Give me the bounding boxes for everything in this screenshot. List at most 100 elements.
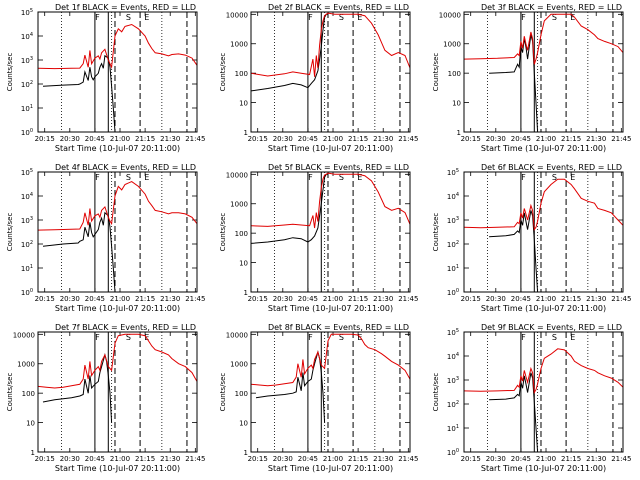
marker-label-s: S bbox=[552, 13, 557, 22]
series-line-lld bbox=[251, 172, 410, 229]
y-tick-label: 100 bbox=[235, 70, 248, 78]
marker-label-s: S bbox=[339, 13, 344, 22]
y-tick-label: 1000 bbox=[230, 201, 248, 209]
series-line-lld bbox=[38, 333, 197, 389]
series-line-lld bbox=[38, 23, 197, 70]
y-axis-label: Counts/sec bbox=[432, 53, 440, 92]
marker-label-f: F bbox=[521, 13, 526, 22]
series-group bbox=[464, 13, 623, 132]
x-axis-label: Start Time (10-Jul-07 20:11:00) bbox=[55, 304, 180, 313]
marker-label-f: F bbox=[95, 333, 100, 342]
y-axis-label: Counts/sec bbox=[219, 213, 227, 252]
y-tick-exponent: 0 bbox=[30, 128, 33, 134]
marker-label-s: S bbox=[339, 173, 344, 182]
chart-det-3: Det 3f BLACK = Events, RED = LLD Counts/s… bbox=[432, 3, 631, 153]
y-tick-label: 100 bbox=[447, 288, 459, 297]
series-group bbox=[38, 181, 197, 292]
y-tick-exponent: 0 bbox=[456, 448, 459, 454]
x-tick-label: 21:00 bbox=[110, 455, 130, 463]
x-tick-label: 21:15 bbox=[561, 295, 581, 303]
x-tick-label: 20:15 bbox=[35, 455, 55, 463]
y-tick-label: 100 bbox=[21, 128, 33, 137]
x-tick-label: 21:15 bbox=[348, 135, 368, 143]
x-tick-label: 21:30 bbox=[586, 135, 606, 143]
x-tick-label: 21:45 bbox=[185, 455, 205, 463]
x-tick-label: 20:30 bbox=[486, 295, 506, 303]
y-tick-label: 103 bbox=[447, 216, 459, 225]
x-tick-label: 20:45 bbox=[298, 135, 318, 143]
y-tick-label: 103 bbox=[21, 216, 33, 225]
x-tick-label: 21:00 bbox=[323, 295, 343, 303]
series-line-events bbox=[489, 372, 539, 452]
y-tick-exponent: 0 bbox=[30, 288, 33, 294]
x-tick-label: 21:30 bbox=[373, 135, 393, 143]
y-tick-label: 1 bbox=[244, 129, 248, 137]
y-tick-label: 103 bbox=[447, 376, 459, 385]
x-tick-label: 20:15 bbox=[35, 135, 55, 143]
series-line-events bbox=[42, 211, 116, 292]
x-tick-label: 21:45 bbox=[398, 295, 418, 303]
marker-label-e: E bbox=[570, 13, 575, 22]
x-tick-label: 20:30 bbox=[273, 135, 293, 143]
x-axis-label: Start Time (10-Jul-07 20:11:00) bbox=[481, 304, 606, 313]
x-tick-label: 20:15 bbox=[461, 455, 481, 463]
y-tick-label: 1000 bbox=[230, 361, 248, 369]
series-group bbox=[251, 12, 410, 92]
marker-label-s: S bbox=[126, 173, 131, 182]
chart-det-8: Det 8f BLACK = Events, RED = LLD Counts/s… bbox=[219, 323, 418, 473]
x-tick-label: 21:45 bbox=[185, 135, 205, 143]
chart-det-4: Det 4f BLACK = Events, RED = LLD Counts/s… bbox=[6, 163, 205, 313]
marker-label-e: E bbox=[570, 333, 575, 342]
x-tick-label: 21:00 bbox=[323, 135, 343, 143]
x-tick-label: 21:15 bbox=[348, 295, 368, 303]
y-tick-label: 104 bbox=[21, 32, 33, 41]
series-line-events bbox=[251, 173, 328, 244]
x-tick-label: 21:30 bbox=[160, 295, 180, 303]
x-tick-label: 21:00 bbox=[536, 135, 556, 143]
plot-frame bbox=[37, 171, 198, 293]
x-tick-label: 20:15 bbox=[248, 455, 268, 463]
x-tick-label: 20:30 bbox=[273, 295, 293, 303]
series-group bbox=[251, 333, 410, 423]
y-tick-label: 105 bbox=[21, 8, 33, 17]
x-tick-label: 20:45 bbox=[85, 295, 105, 303]
x-tick-label: 20:30 bbox=[60, 135, 80, 143]
x-tick-label: 20:15 bbox=[35, 295, 55, 303]
x-tick-label: 21:45 bbox=[398, 135, 418, 143]
x-tick-label: 21:30 bbox=[373, 455, 393, 463]
x-tick-label: 21:30 bbox=[160, 455, 180, 463]
y-axis-label: Counts/sec bbox=[432, 213, 440, 252]
y-tick-label: 104 bbox=[21, 192, 33, 201]
x-tick-label: 21:45 bbox=[185, 295, 205, 303]
series-line-lld bbox=[251, 12, 410, 77]
y-tick-label: 10000 bbox=[439, 11, 461, 19]
x-tick-label: 21:15 bbox=[135, 135, 155, 143]
y-tick-label: 105 bbox=[21, 168, 33, 177]
series-group bbox=[38, 333, 197, 423]
x-tick-label: 20:30 bbox=[273, 455, 293, 463]
series-line-events bbox=[251, 13, 328, 92]
chart-det-5: Det 5f BLACK = Events, RED = LLD Counts/s… bbox=[219, 163, 418, 313]
series-line-events bbox=[489, 210, 539, 292]
series-group bbox=[464, 178, 623, 292]
series-line-events bbox=[42, 352, 113, 423]
chart-title: Det 6f BLACK = Events, RED = LLD bbox=[481, 163, 622, 172]
y-tick-label: 104 bbox=[447, 192, 459, 201]
chart-title: Det 1f BLACK = Events, RED = LLD bbox=[55, 3, 196, 12]
y-tick-label: 100 bbox=[448, 70, 461, 78]
y-tick-label: 101 bbox=[447, 264, 459, 273]
y-tick-label: 10 bbox=[239, 420, 248, 428]
plot-frame bbox=[250, 171, 411, 293]
x-tick-label: 20:15 bbox=[248, 295, 268, 303]
y-tick-exponent: 1 bbox=[30, 264, 33, 270]
x-tick-label: 20:30 bbox=[60, 455, 80, 463]
marker-label-f: F bbox=[521, 333, 526, 342]
x-axis-label: Start Time (10-Jul-07 20:11:00) bbox=[268, 144, 393, 153]
y-tick-label: 102 bbox=[447, 240, 459, 249]
y-tick-exponent: 5 bbox=[30, 168, 33, 174]
y-tick-label: 100 bbox=[235, 230, 248, 238]
chart-det-9: Det 9f BLACK = Events, RED = LLD Counts/s… bbox=[432, 323, 631, 473]
y-tick-exponent: 4 bbox=[456, 192, 459, 198]
series-line-lld bbox=[464, 348, 623, 395]
y-tick-exponent: 4 bbox=[456, 352, 459, 358]
